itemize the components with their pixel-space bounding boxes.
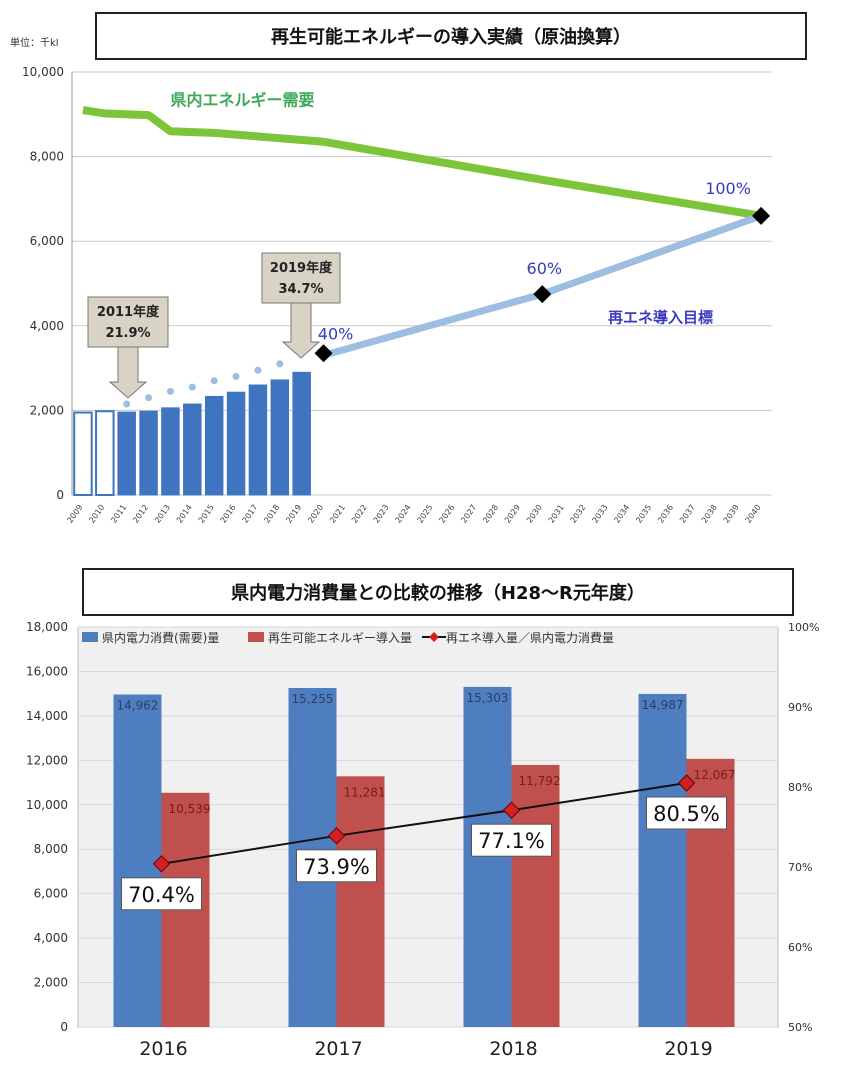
chart2-y2tick-label: 100%: [788, 621, 819, 634]
chart2-category-label: 2017: [314, 1038, 362, 1060]
chart2-ratio-label: 80.5%: [653, 802, 720, 826]
chart2-ytick-label: 0: [60, 1020, 68, 1034]
chart2-bar-supply-label: 10,539: [169, 802, 211, 816]
chart1-bar: [292, 371, 311, 496]
chart1-trend-dot: [232, 373, 240, 381]
chart1-trend-dot: [145, 394, 153, 402]
chart1-trend-dot: [188, 383, 196, 391]
chart2-ratio-line: [161, 782, 687, 865]
chart2-ytick-label: 2,000: [34, 976, 68, 990]
chart1-bar: [204, 395, 224, 496]
chart1-callout-box: [261, 252, 341, 304]
chart2-ytick-label: 6,000: [34, 887, 68, 901]
chart2-ratio-label: 73.9%: [303, 855, 370, 879]
chart1-trend-dot: [123, 400, 131, 408]
chart2-ytick-label: 16,000: [26, 664, 68, 678]
chart1-bar: [248, 384, 268, 496]
chart1-trend-dot: [276, 360, 284, 368]
chart1-callout-arrow: [281, 302, 321, 359]
chart2-y2tick-label: 80%: [788, 781, 812, 794]
chart2-ytick-label: 8,000: [34, 842, 68, 856]
chart2-bar-supply-label: 11,792: [519, 774, 561, 788]
chart2-category-label: 2019: [664, 1038, 712, 1060]
chart1-target-marker-label: 40%: [318, 324, 354, 343]
chart1-ytick-label: 10,000: [22, 65, 64, 79]
chart2-ytick-label: 12,000: [26, 753, 68, 767]
chart1-target-label: 再エネ導入目標: [608, 308, 713, 326]
chart1-bar: [73, 411, 93, 497]
chart2-ratio-marker: [677, 774, 696, 792]
chart2-bar-demand: [113, 694, 162, 1027]
chart1-bar: [95, 410, 115, 496]
chart2-bar-demand-label: 15,255: [292, 692, 334, 706]
chart2-ratio-marker: [502, 801, 521, 819]
chart1-ytick-label: 2,000: [30, 403, 64, 417]
chart1-ytick-label: 0: [56, 488, 64, 502]
chart1-title: 再生可能エネルギーの導入実績（原油換算）: [95, 12, 807, 60]
chart2-ratio-label: 70.4%: [128, 883, 195, 907]
chart2-category-label: 2016: [139, 1038, 187, 1060]
chart2-bar-supply-label: 12,067: [694, 768, 736, 782]
chart2-ytick-label: 14,000: [26, 709, 68, 723]
chart1-target-marker: [752, 206, 771, 225]
chart2-bar-demand-label: 15,303: [467, 691, 509, 705]
chart2-y2tick-label: 60%: [788, 941, 812, 954]
chart2-legend-label: 再エネ導入量／県内電力消費量: [446, 630, 614, 645]
chart2-ratio-label-box: [296, 849, 377, 883]
chart1-target-marker: [533, 285, 552, 304]
chart2-y2tick-label: 90%: [788, 701, 812, 714]
chart2-bar-demand: [463, 686, 512, 1027]
chart1-trend-dot: [166, 387, 174, 395]
chart2-ytick-label: 18,000: [26, 620, 68, 634]
chart2-title: 県内電力消費量との比較の推移（H28～R元年度）: [82, 568, 794, 616]
chart1-bar: [139, 410, 158, 496]
chart1-target-marker-label: 60%: [527, 259, 563, 278]
chart2-legend-label: 県内電力消費(需要)量: [102, 630, 219, 645]
chart1-ytick-label: 6,000: [30, 234, 64, 248]
chart1-callout-value: 21.9%: [105, 326, 150, 341]
chart2-legend-swatch: [248, 632, 264, 642]
chart1-trend-dot: [254, 366, 262, 374]
chart2-bar-demand-label: 14,962: [117, 699, 159, 713]
chart2-y2tick-label: 50%: [788, 1021, 812, 1034]
chart2-bar-supply: [336, 776, 385, 1027]
chart1-callout-year: 2011年度: [97, 304, 160, 320]
chart1-ytick-label: 8,000: [30, 150, 64, 164]
chart2-ratio-label-box: [471, 823, 552, 857]
chart1-ytick-label: 4,000: [30, 319, 64, 333]
chart1-bar: [183, 403, 202, 496]
chart2-legend-swatch: [82, 632, 98, 642]
chart1-bar: [161, 407, 180, 496]
chart1-callout-value: 34.7%: [278, 282, 323, 297]
chart2-legend-label: 再生可能エネルギー導入量: [268, 631, 412, 645]
chart1-bar: [117, 411, 136, 496]
chart2-category-label: 2018: [489, 1038, 537, 1060]
chart1-demand-label: 県内エネルギー需要: [170, 90, 314, 109]
chart2-ratio-marker: [327, 827, 346, 845]
chart1-callout-arrow: [108, 346, 148, 399]
chart2-ratio-label-box: [121, 877, 202, 911]
chart2-bar-demand-label: 14,987: [642, 698, 684, 712]
chart2-ratio-label: 77.1%: [478, 829, 545, 853]
chart2-bar-supply-label: 11,281: [344, 785, 386, 799]
chart1-callout-year: 2019年度: [270, 260, 333, 276]
chart1-bar: [270, 379, 290, 496]
chart2-y2tick-label: 70%: [788, 861, 812, 874]
chart1-bar: [226, 391, 246, 496]
chart1-unit-label: 単位：千kl: [10, 38, 59, 49]
chart2-ratio-marker: [152, 855, 171, 873]
chart1-target-marker: [314, 344, 333, 363]
chart2-bar-demand: [638, 693, 687, 1027]
chart1-trend-dot: [210, 377, 218, 385]
chart1-demand-line: [82, 106, 762, 220]
chart2-legend-swatch-marker: [429, 632, 439, 642]
chart1-target-marker-label: 100%: [705, 179, 751, 198]
chart2-ytick-label: 10,000: [26, 798, 68, 812]
chart2-ytick-label: 4,000: [34, 931, 68, 945]
chart2-ratio-label-box: [646, 796, 727, 830]
